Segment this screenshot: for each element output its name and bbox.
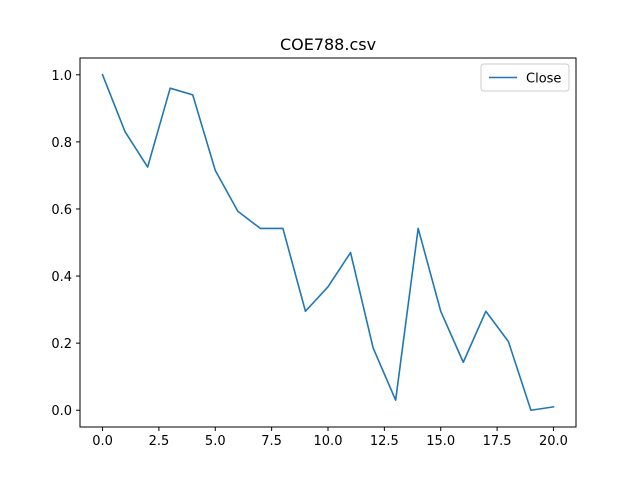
y-tick-label: 1.0: [51, 69, 72, 84]
legend: Close: [480, 63, 570, 92]
legend-box: [480, 63, 570, 92]
x-tick-label: 12.5: [370, 434, 399, 449]
x-tick-label: 2.5: [149, 434, 170, 449]
legend-label-close: Close: [526, 72, 561, 87]
y-tick-label: 0.8: [51, 136, 72, 151]
x-tick-label: 7.5: [261, 434, 282, 449]
x-tick-label: 5.0: [205, 434, 226, 449]
y-tick-label: 0.6: [51, 203, 72, 218]
series-layer: [101, 73, 555, 412]
x-tick-label: 0.0: [92, 434, 113, 449]
x-tick-label: 20.0: [539, 434, 568, 449]
chart-title: COE788.csv: [280, 35, 376, 54]
x-tick-label: 10.0: [314, 434, 343, 449]
x-tick-label: 15.0: [426, 434, 455, 449]
series-line-close: [101, 73, 555, 412]
y-tick-label: 0.2: [51, 337, 72, 352]
axes: 0.0 2.5 5.0 7.5 10.0 12.5 15.0 17.5 20.0 0.0 0.2 0.…: [51, 69, 568, 449]
x-tick-label: 17.5: [483, 434, 512, 449]
y-tick-label: 0.0: [51, 404, 72, 419]
plot-frame: [79, 57, 577, 428]
y-tick-label: 0.4: [51, 270, 72, 285]
